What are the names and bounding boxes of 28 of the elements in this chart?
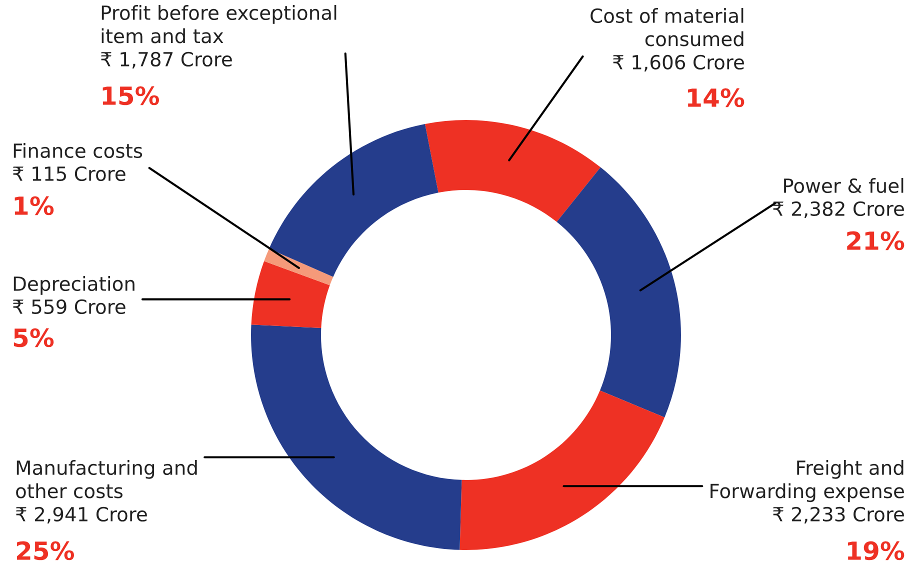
data-label: ₹ 2,382 Crore <box>773 201 904 218</box>
donut-slice <box>251 324 462 550</box>
slice-label: Depreciation <box>14 276 134 295</box>
data-label: ₹ 1,606 Crore <box>613 54 744 72</box>
donut-slice <box>264 248 334 286</box>
slice-label: Power & fuel <box>784 178 904 194</box>
data-label: ₹ 2,233 Crore <box>773 506 904 524</box>
donut-slice <box>460 390 665 550</box>
donut-slice <box>251 261 330 328</box>
text: 1% <box>14 196 54 216</box>
data-label: ₹ 115 Crore <box>13 166 126 182</box>
data-label: ₹ 1,787 Crore <box>101 52 232 69</box>
text: 15% <box>102 86 160 106</box>
donut-slice <box>269 124 438 277</box>
text: 25% <box>16 541 74 560</box>
slice-label: Cost of material consumed <box>590 8 744 46</box>
data-label: ₹ 2,941 Crore <box>16 506 147 524</box>
data-label: ₹ 559 Crore <box>13 299 126 314</box>
donut-slice <box>424 120 601 222</box>
slice-label: Finance costs <box>14 143 142 158</box>
slice-label: Profit before exceptional item and tax <box>102 5 336 44</box>
slice-label: Manufacturing and other costs <box>16 460 197 498</box>
text: 5% <box>14 328 54 348</box>
text: 21% <box>847 231 904 250</box>
text: 14% <box>688 88 744 108</box>
text: 19% <box>848 541 904 560</box>
slice-label: Freight and Forwarding expense <box>710 460 904 502</box>
donut-slice <box>556 167 681 418</box>
